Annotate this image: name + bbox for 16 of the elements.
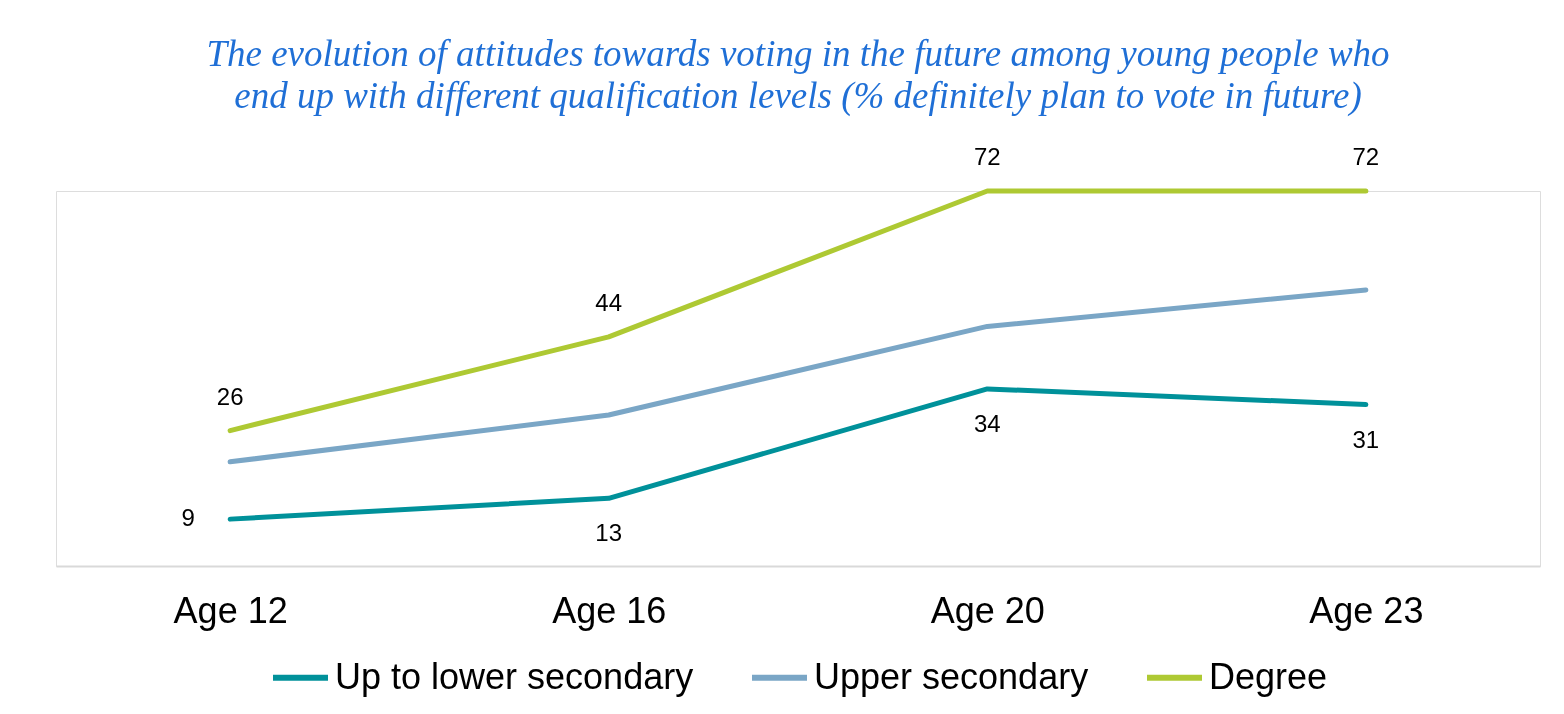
data-label: 34 bbox=[973, 409, 1001, 437]
legend-label: Degree bbox=[1209, 655, 1328, 697]
data-label: 31 bbox=[1352, 425, 1380, 453]
x-tick-label: Age 12 bbox=[173, 589, 288, 631]
data-label: 13 bbox=[595, 519, 623, 547]
legend-label: Upper secondary bbox=[814, 655, 1089, 697]
data-label: 9 bbox=[181, 504, 195, 532]
data-label: 44 bbox=[595, 288, 623, 316]
data-label: 72 bbox=[1352, 143, 1380, 170]
chart-title: The evolution of attitudes towards voting in the future among young people who end up with different qualification levels (% definitely plan to vote in future) bbox=[206, 33, 1390, 117]
x-tick-label: Age 23 bbox=[1309, 589, 1424, 631]
data-label: 72 bbox=[973, 143, 1001, 170]
x-tick-label: Age 16 bbox=[552, 589, 667, 631]
data-label: 26 bbox=[216, 382, 244, 410]
legend-label: Up to lower secondary bbox=[335, 655, 694, 697]
x-tick-label: Age 20 bbox=[930, 589, 1045, 631]
